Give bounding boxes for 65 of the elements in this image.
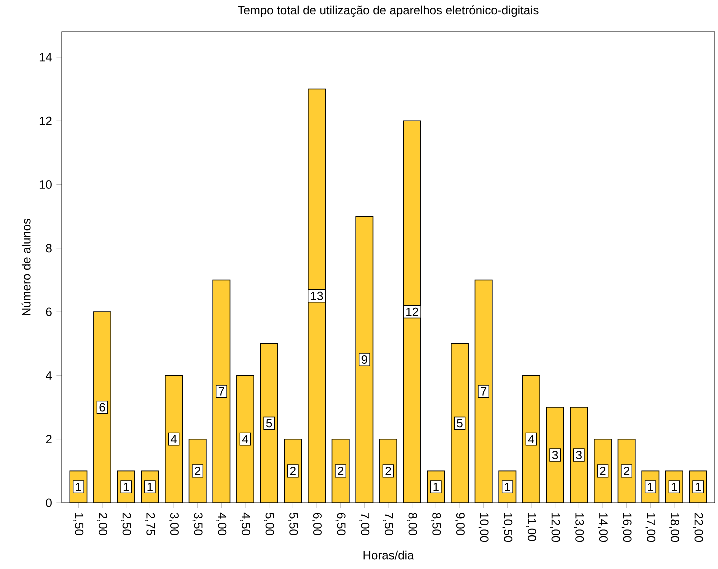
x-tick-label: 1,50 [74, 514, 84, 536]
x-tick-label: 10,50 [502, 514, 513, 542]
data-label: 1 [648, 482, 654, 492]
x-tick-label: 17,00 [646, 514, 656, 542]
data-label: 3 [576, 451, 582, 460]
data-label: 4 [242, 435, 248, 444]
data-label: 5 [457, 419, 463, 428]
x-tick-label: 16,00 [622, 514, 632, 542]
data-label: 1 [148, 482, 153, 492]
data-label: 4 [170, 435, 177, 444]
data-label: 2 [600, 466, 606, 476]
data-label: 1 [124, 482, 130, 492]
x-tick-label: 12,00 [550, 514, 560, 542]
data-label: 1 [696, 482, 702, 492]
x-axis-title: Horas/dia [364, 550, 414, 560]
y-tick-label: 6 [46, 308, 52, 316]
data-label: 2 [290, 466, 296, 476]
x-tick-label: 3,00 [169, 513, 179, 536]
data-label: 1 [505, 482, 510, 492]
x-tick-label: 6,00 [312, 513, 322, 536]
data-label: 1 [76, 482, 82, 492]
y-tick-label: 0 [46, 498, 52, 508]
data-label: 7 [481, 387, 487, 396]
x-tick-label: 5,00 [264, 513, 274, 536]
x-tick-label: 13,00 [574, 514, 584, 542]
data-label: 1 [434, 482, 439, 492]
y-axis-title: Número de alunos [22, 218, 31, 316]
chart-title: Tempo total de utilização de aparelhos eletrónico-digitais [238, 6, 539, 18]
x-tick-label: 6,50 [336, 513, 346, 536]
data-label: 2 [338, 466, 344, 476]
x-tick-label: 18,00 [670, 514, 680, 542]
y-tick-label: 4 [46, 372, 52, 380]
data-label: 9 [362, 356, 368, 364]
y-tick-label: 8 [46, 244, 52, 253]
y-tick-label: 14 [40, 53, 52, 62]
data-label: 12 [406, 308, 418, 316]
data-label: 2 [624, 466, 630, 476]
data-label: 5 [266, 419, 272, 428]
data-label: 4 [528, 435, 534, 444]
data-label: 6 [100, 403, 106, 412]
x-tick-label: 5,50 [288, 513, 298, 536]
x-tick-label: 7,00 [360, 513, 370, 536]
x-tick-label: 11,00 [526, 514, 536, 542]
data-label: 7 [218, 387, 224, 396]
x-tick-label: 10,00 [478, 514, 489, 542]
data-label: 13 [311, 292, 324, 300]
data-label: 1 [672, 482, 678, 492]
x-tick-label: 2,00 [98, 513, 108, 536]
y-tick-label: 12 [40, 116, 52, 126]
x-tick-label: 8,50 [431, 513, 442, 536]
x-tick-label: 4,50 [240, 512, 250, 536]
x-tick-label: 2,75 [145, 513, 156, 536]
y-tick-label: 2 [46, 435, 52, 444]
x-tick-label: 22,00 [693, 513, 704, 542]
x-tick-label: 3,50 [192, 513, 203, 536]
y-tick-label: 10 [40, 180, 52, 190]
data-label: 2 [195, 466, 201, 476]
x-tick-label: 8,00 [407, 513, 418, 536]
x-tick-label: 7,50 [384, 513, 394, 536]
data-label: 2 [386, 466, 392, 476]
x-tick-label: 2,50 [121, 513, 132, 536]
x-tick-label: 14,00 [598, 514, 608, 542]
data-label: 3 [552, 451, 558, 460]
x-tick-label: 9,00 [455, 513, 465, 536]
x-tick-label: 4,00 [216, 512, 227, 536]
